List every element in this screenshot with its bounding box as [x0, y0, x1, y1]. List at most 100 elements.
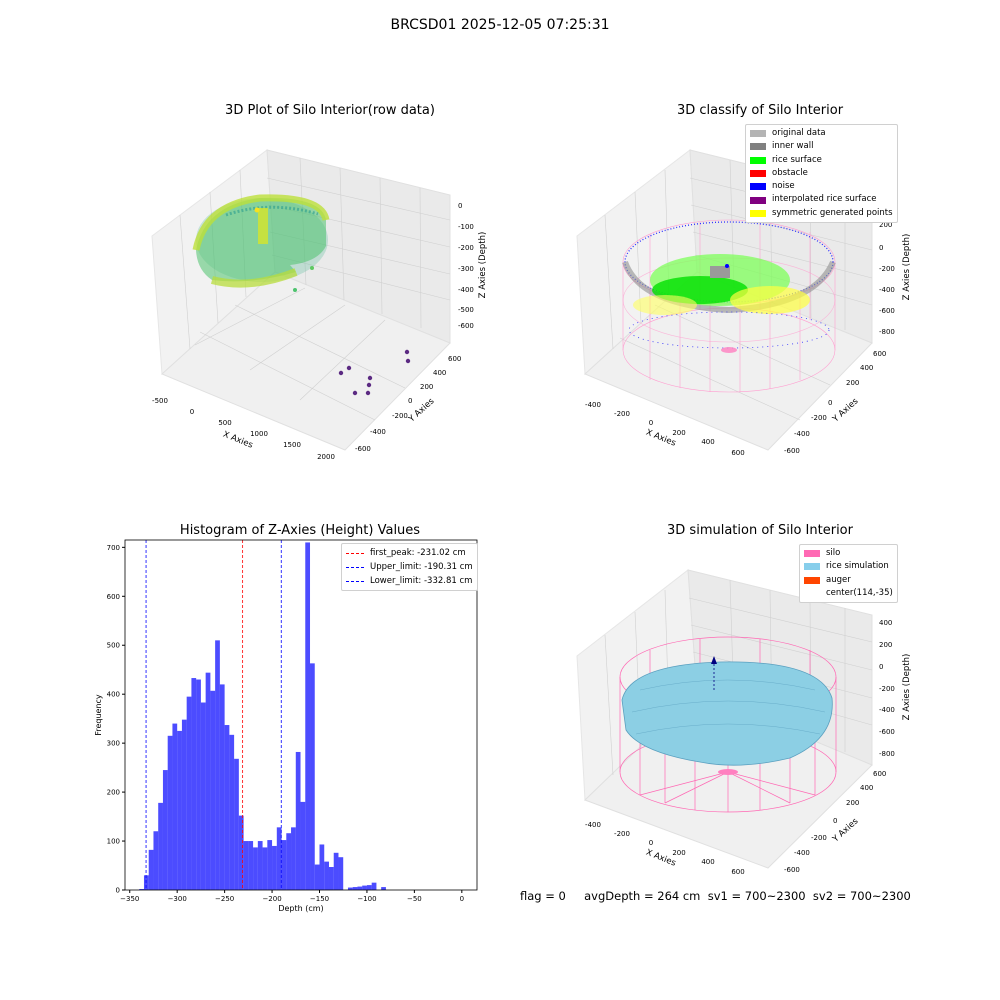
histogram-bar [295, 751, 301, 890]
p1-ytick: -400 [370, 428, 386, 436]
histogram-legend: first_peak: -231.02 cm Upper_limit: -190… [341, 543, 478, 591]
p2-ylabel: Y Axies [830, 396, 861, 425]
histogram-bar [167, 735, 173, 890]
histogram-bar [210, 690, 216, 890]
x-tick-label: −250 [215, 895, 234, 903]
legend-swatch [804, 563, 820, 571]
p2-ytick: -600 [784, 447, 800, 455]
histogram-bar [257, 841, 263, 890]
x-tick-label: 0 [460, 895, 464, 903]
legend-swatch [750, 130, 766, 138]
histogram-reference-lines [145, 540, 282, 890]
p2-ytick: 0 [828, 399, 832, 407]
legend-item-obstacle: obstacle [750, 167, 893, 180]
y-tick-label: 500 [107, 642, 120, 650]
panel4-title: 3D simulation of Silo Interior [667, 523, 853, 538]
p1-ztick: -100 [458, 223, 474, 231]
x-tick-label: −150 [310, 895, 329, 903]
histogram-bar [272, 845, 277, 890]
y-tick-label: 600 [107, 593, 120, 601]
panel1-outliers [338, 349, 411, 396]
legend-item-rice-simulation: rice simulation [804, 560, 893, 573]
histogram-bar [286, 833, 292, 890]
p1-zlabel: Z Axies (Depth) [478, 232, 488, 299]
histogram-bar [139, 889, 144, 890]
x-tick-label: −300 [168, 895, 187, 903]
histogram-bar [314, 864, 320, 890]
histogram-bar [381, 887, 386, 890]
panel2-tick-labels: -400 -200 0 200 400 600 -600 -400 -200 0… [585, 221, 895, 457]
p4-ztick: -400 [879, 706, 895, 714]
p2-ztick: -800 [879, 328, 895, 336]
histogram-bar [215, 640, 220, 890]
histogram-bar [234, 758, 239, 890]
p4-xtick: -200 [614, 830, 630, 838]
histogram-bar [319, 844, 325, 890]
histogram-bar [362, 885, 367, 890]
x-tick-label: −350 [120, 895, 139, 903]
p4-xtick: 0 [649, 839, 653, 847]
histogram-bar [291, 827, 296, 890]
histogram-bar [186, 696, 192, 890]
p2-xtick: 200 [672, 429, 685, 437]
histogram-ylabel: Frequency [94, 694, 103, 736]
histogram-bar [153, 831, 159, 890]
panel1-tick-labels: -500 0 500 1000 1500 2000 -600 -400 -200… [152, 202, 474, 461]
histogram-frame [124, 539, 478, 891]
legend-item-upper-limit: Upper_limit: -190.31 cm [346, 560, 473, 574]
p1-xtick: 1000 [250, 430, 268, 438]
legend-item-auger: auger [804, 574, 893, 587]
p1-ytick: 0 [408, 397, 412, 405]
legend-swatch [804, 550, 820, 558]
histogram-xlabel: Depth (cm) [278, 904, 323, 913]
histogram-bar [357, 886, 363, 890]
p1-xtick: 500 [218, 419, 231, 427]
legend-item-first-peak: first_peak: -231.02 cm [346, 546, 473, 560]
p4-ztick: 400 [879, 619, 892, 627]
histogram-bar [238, 815, 244, 890]
panel4-3d-axes: -400 -200 0 200 400 600 -600 -400 -200 0… [576, 569, 912, 876]
y-tick-label: 700 [107, 544, 120, 552]
panel1-title: 3D Plot of Silo Interior(row data) [225, 103, 435, 118]
p4-xtick: 400 [701, 858, 714, 866]
legend-swatch [750, 196, 766, 204]
p2-ytick: 200 [846, 379, 859, 387]
legend-swatch [750, 156, 766, 164]
p2-ztick: -600 [879, 307, 895, 315]
panel2-classified-points [622, 221, 836, 353]
p2-xtick: 400 [701, 438, 714, 446]
histogram-bar [200, 702, 206, 890]
legend-item-rice-surface: rice surface [750, 154, 893, 167]
histogram-x-ticks: −350 −300 −250 −200 −150 −100 −50 0 [120, 890, 464, 903]
histogram-chart: −350 −300 −250 −200 −150 −100 −50 0 0 100 200 300 4… [94, 539, 478, 913]
p1-ztick: 0 [458, 202, 462, 210]
histogram-y-ticks: 0 100 200 300 400 500 600 700 [107, 544, 125, 895]
y-tick-label: 400 [107, 691, 120, 699]
p4-ytick: 0 [833, 817, 837, 825]
p2-ztick: -200 [879, 265, 895, 273]
p4-ytick: -400 [794, 849, 810, 857]
x-tick-label: −50 [407, 895, 422, 903]
legend-line [346, 566, 364, 568]
p4-ytick: -200 [811, 834, 827, 842]
p4-xtick: 600 [731, 868, 744, 876]
p2-xtick: -200 [614, 410, 630, 418]
legend-swatch [750, 143, 766, 151]
histogram-bar [191, 678, 197, 890]
p1-ztick: -200 [458, 244, 474, 252]
p1-xtick: -500 [152, 397, 168, 405]
histogram-bar [267, 840, 273, 890]
p1-ztick: -400 [458, 286, 474, 294]
p1-ytick: -200 [392, 412, 408, 420]
histogram-bar [253, 847, 258, 890]
y-tick-label: 200 [107, 789, 120, 797]
histogram-bar [324, 861, 329, 890]
figure-suptitle: BRCSD01 2025-12-05 07:25:31 [390, 17, 610, 33]
histogram-bar [352, 887, 358, 890]
p4-xtick: 200 [672, 849, 685, 857]
p2-ztick: -400 [879, 286, 895, 294]
p1-ytick: 600 [448, 355, 461, 363]
histogram-bar [366, 885, 372, 890]
p4-ytick: 400 [860, 784, 873, 792]
p2-xtick: 0 [649, 419, 653, 427]
